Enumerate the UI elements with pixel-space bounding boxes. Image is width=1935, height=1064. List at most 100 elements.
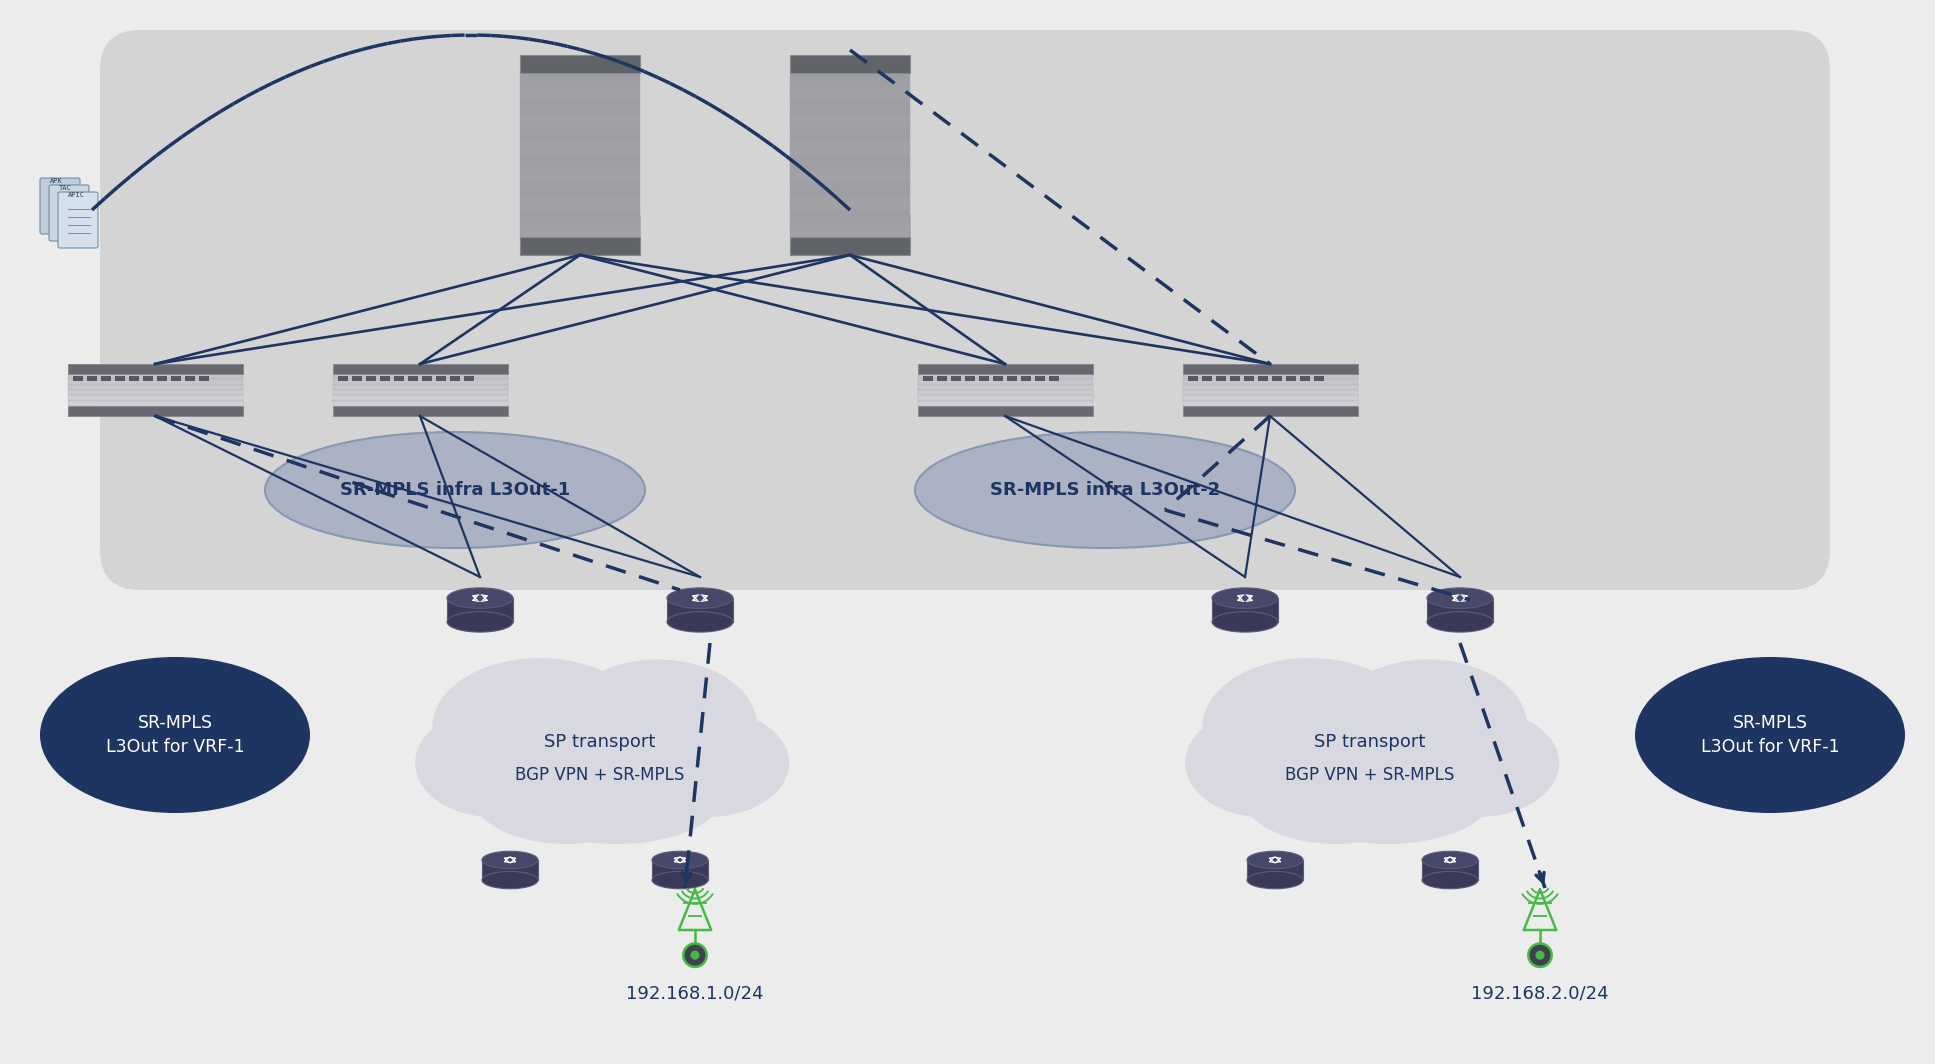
Bar <box>68 390 244 396</box>
Bar <box>1182 375 1358 380</box>
Bar <box>917 385 1093 390</box>
Bar <box>917 396 1093 401</box>
Bar <box>333 406 509 416</box>
Bar <box>789 114 909 128</box>
Bar <box>1188 376 1198 381</box>
Circle shape <box>1529 944 1552 967</box>
Bar <box>379 376 391 381</box>
Bar <box>789 128 909 142</box>
Bar <box>521 215 640 255</box>
Bar <box>917 375 1093 380</box>
Ellipse shape <box>668 588 733 609</box>
Bar <box>366 376 375 381</box>
Ellipse shape <box>652 871 708 888</box>
Bar <box>521 128 640 142</box>
Bar <box>101 376 110 381</box>
Bar <box>395 376 404 381</box>
Bar <box>1258 376 1267 381</box>
Bar <box>1422 860 1478 880</box>
Ellipse shape <box>1329 660 1527 792</box>
Text: APIC: APIC <box>68 192 85 198</box>
Bar <box>422 376 432 381</box>
Ellipse shape <box>625 709 789 817</box>
Text: BGP VPN + SR-MPLS: BGP VPN + SR-MPLS <box>1285 766 1455 784</box>
Bar <box>186 376 195 381</box>
Bar <box>1182 396 1358 401</box>
Bar <box>333 401 509 406</box>
Bar <box>333 375 509 380</box>
Bar <box>1246 860 1302 880</box>
Bar <box>524 230 635 234</box>
Bar <box>68 396 244 401</box>
Bar <box>789 196 909 210</box>
Ellipse shape <box>668 612 733 632</box>
Ellipse shape <box>41 656 310 813</box>
Text: SR-MPLS
L3Out for VRF-1: SR-MPLS L3Out for VRF-1 <box>1701 714 1840 757</box>
Bar <box>170 376 182 381</box>
Ellipse shape <box>432 658 648 796</box>
Ellipse shape <box>482 851 538 868</box>
Bar <box>521 196 640 210</box>
Bar <box>521 237 640 255</box>
Bar <box>1182 364 1358 375</box>
Bar <box>482 860 538 880</box>
FancyBboxPatch shape <box>48 185 89 242</box>
Ellipse shape <box>1246 871 1302 888</box>
Bar <box>795 230 906 234</box>
Bar <box>789 155 909 169</box>
Bar <box>966 376 975 381</box>
Bar <box>1215 376 1227 381</box>
Bar <box>1300 376 1310 381</box>
Ellipse shape <box>652 851 708 868</box>
Ellipse shape <box>1202 658 1416 796</box>
Bar <box>789 86 909 100</box>
Bar <box>789 182 909 196</box>
Bar <box>1035 376 1045 381</box>
Bar <box>521 223 640 237</box>
Text: BGP VPN + SR-MPLS: BGP VPN + SR-MPLS <box>515 766 685 784</box>
Text: SR-MPLS
L3Out for VRF-1: SR-MPLS L3Out for VRF-1 <box>106 714 244 757</box>
Ellipse shape <box>509 742 726 844</box>
Text: TAC: TAC <box>58 185 72 192</box>
Bar <box>87 376 97 381</box>
Ellipse shape <box>470 742 660 844</box>
Ellipse shape <box>1184 709 1339 817</box>
Bar <box>521 169 640 182</box>
Bar <box>1244 376 1254 381</box>
Bar <box>917 390 1093 396</box>
Bar <box>521 210 640 223</box>
Bar <box>789 55 909 73</box>
Ellipse shape <box>1236 679 1503 841</box>
Bar <box>789 100 909 114</box>
Bar <box>333 390 509 396</box>
Bar <box>937 376 946 381</box>
Bar <box>917 364 1093 375</box>
Ellipse shape <box>1426 588 1494 609</box>
Bar <box>521 142 640 155</box>
Bar <box>917 401 1093 406</box>
Text: 192.168.1.0/24: 192.168.1.0/24 <box>627 985 764 1003</box>
Bar <box>1182 380 1358 385</box>
Bar <box>68 406 244 416</box>
Circle shape <box>683 944 706 967</box>
Bar <box>979 376 989 381</box>
Bar <box>652 860 708 880</box>
Bar <box>464 376 474 381</box>
Bar <box>1202 376 1211 381</box>
Ellipse shape <box>1211 612 1277 632</box>
Bar <box>352 376 362 381</box>
Bar <box>521 155 640 169</box>
Bar <box>1182 385 1358 390</box>
Bar <box>1231 376 1240 381</box>
Ellipse shape <box>1246 851 1302 868</box>
Bar <box>1314 376 1324 381</box>
Bar <box>789 215 909 255</box>
Ellipse shape <box>915 432 1295 548</box>
Ellipse shape <box>1426 612 1494 632</box>
Bar <box>1182 401 1358 406</box>
Bar <box>130 376 139 381</box>
Bar <box>1049 376 1058 381</box>
FancyBboxPatch shape <box>41 178 79 234</box>
Bar <box>447 598 513 621</box>
Bar <box>950 376 962 381</box>
